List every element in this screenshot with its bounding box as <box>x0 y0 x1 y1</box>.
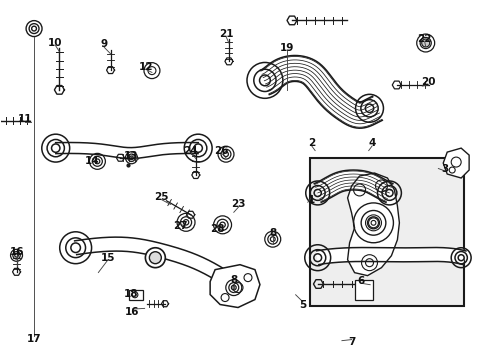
Circle shape <box>421 39 429 47</box>
Text: 23: 23 <box>231 199 245 210</box>
Text: 6: 6 <box>357 276 364 286</box>
Text: 4: 4 <box>367 139 375 148</box>
Text: 22: 22 <box>417 35 431 44</box>
Bar <box>354 280 372 300</box>
Text: 21: 21 <box>218 29 233 39</box>
Text: 27: 27 <box>173 221 187 231</box>
Text: 1: 1 <box>307 195 315 205</box>
Text: 14: 14 <box>85 156 100 166</box>
Text: 25: 25 <box>154 192 168 202</box>
Text: 12: 12 <box>139 62 153 72</box>
Text: 11: 11 <box>18 114 33 124</box>
Polygon shape <box>56 143 198 159</box>
Text: 9: 9 <box>101 40 107 49</box>
Text: 19: 19 <box>280 43 294 53</box>
Bar <box>129 290 142 300</box>
Text: 2: 2 <box>307 139 315 148</box>
Text: 3: 3 <box>441 163 448 174</box>
Circle shape <box>145 248 165 268</box>
Polygon shape <box>314 170 392 202</box>
Text: 7: 7 <box>347 337 355 347</box>
Text: 20: 20 <box>421 77 435 87</box>
Polygon shape <box>210 265 260 307</box>
Text: 13: 13 <box>124 150 139 161</box>
Circle shape <box>143 63 160 78</box>
Text: 15: 15 <box>101 253 115 263</box>
Circle shape <box>149 252 161 264</box>
Text: 18: 18 <box>124 289 139 299</box>
Text: 8: 8 <box>268 228 276 238</box>
Polygon shape <box>260 55 382 128</box>
Polygon shape <box>75 237 239 290</box>
Bar <box>309 158 463 306</box>
Text: 16: 16 <box>125 307 140 317</box>
Polygon shape <box>347 173 399 276</box>
Text: 8: 8 <box>230 275 237 285</box>
Text: 5: 5 <box>299 300 306 310</box>
Text: 16: 16 <box>10 247 24 257</box>
Polygon shape <box>442 148 468 178</box>
Text: 17: 17 <box>27 333 41 343</box>
Polygon shape <box>316 248 465 265</box>
Text: 28: 28 <box>210 225 224 234</box>
Text: 24: 24 <box>183 145 198 156</box>
Text: 10: 10 <box>48 38 62 48</box>
Text: 26: 26 <box>213 145 228 156</box>
